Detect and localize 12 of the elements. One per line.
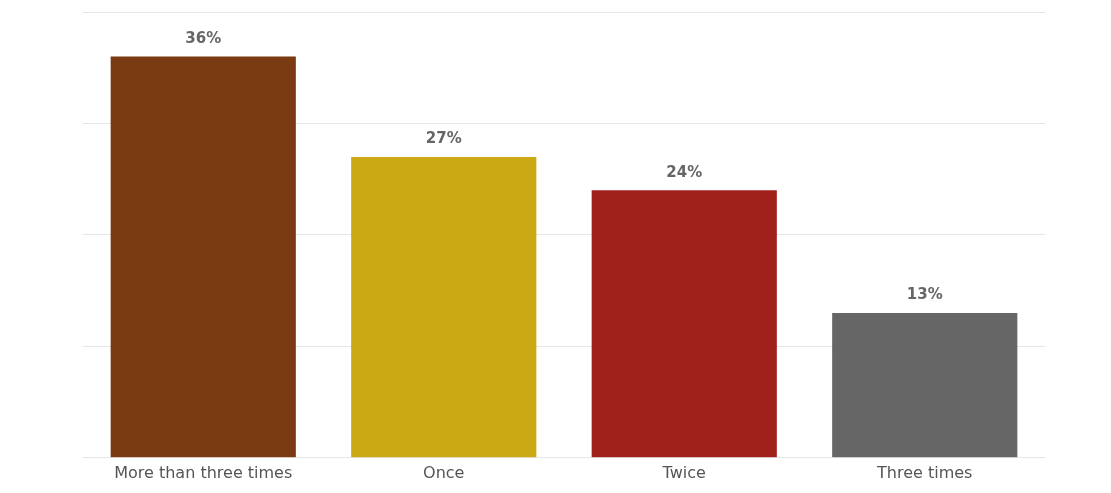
x-tick-label: Twice [661, 462, 706, 482]
bar [351, 156, 537, 458]
data-label: 13% [906, 285, 943, 304]
data-label: 36% [185, 28, 222, 47]
x-tick-label: Once [423, 462, 465, 482]
x-tick-label: Three times [876, 462, 973, 482]
bar [110, 56, 296, 458]
x-tick-label: More than three times [114, 462, 293, 482]
data-label: 27% [425, 129, 462, 148]
bar [591, 190, 777, 458]
data-label: 24% [666, 162, 703, 181]
bar [832, 312, 1018, 458]
